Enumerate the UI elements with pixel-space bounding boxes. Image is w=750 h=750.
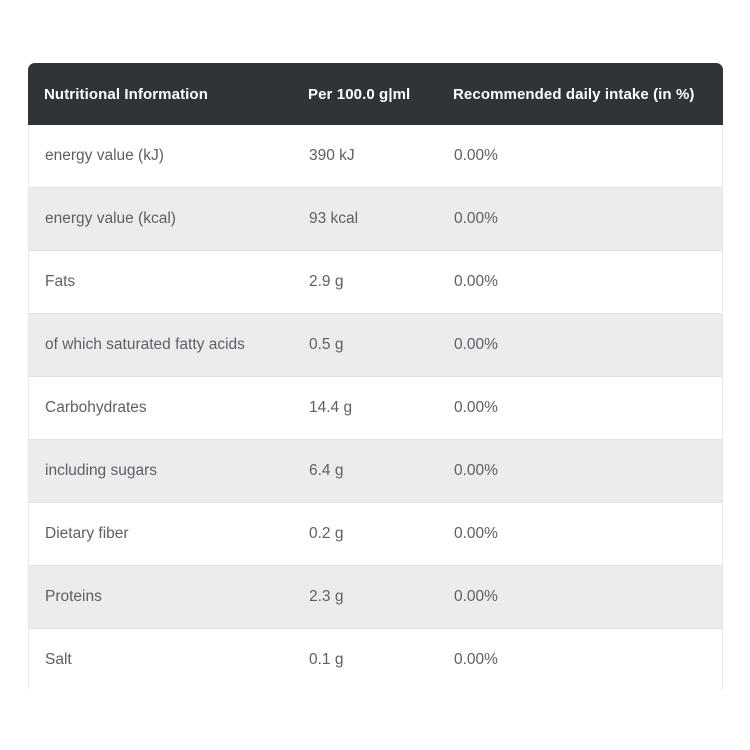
nutrient-name-cell: energy value (kJ) xyxy=(45,147,164,164)
daily-intake-cell: 0.00% xyxy=(454,273,498,290)
nutrient-name-cell: Dietary fiber xyxy=(45,525,129,542)
nutrient-name-cell: of which saturated fatty acids xyxy=(45,336,245,353)
nutrient-name-cell: Fats xyxy=(45,273,76,290)
table-row: Salt 0.1 g 0.00% xyxy=(28,629,723,690)
amount-cell: 93 kcal xyxy=(309,210,359,227)
daily-intake-cell: 0.00% xyxy=(454,336,498,353)
header-nutritional-information: Nutritional Information xyxy=(44,85,208,103)
table-row: Carbohydrates 14.4 g 0.00% xyxy=(28,377,723,440)
nutrient-name-cell: Proteins xyxy=(45,588,102,605)
table-row: Dietary fiber 0.2 g 0.00% xyxy=(28,503,723,566)
table-header-row: Nutritional Information Per 100.0 g|ml R… xyxy=(28,63,723,125)
daily-intake-cell: 0.00% xyxy=(454,525,498,542)
nutrient-name-cell: Salt xyxy=(45,651,72,668)
nutrient-name-cell: Carbohydrates xyxy=(45,399,147,416)
table-row: energy value (kcal) 93 kcal 0.00% xyxy=(28,188,723,251)
amount-cell: 6.4 g xyxy=(309,462,344,479)
amount-cell: 2.3 g xyxy=(309,588,344,605)
amount-cell: 0.1 g xyxy=(309,651,344,668)
nutrition-table: Nutritional Information Per 100.0 g|ml R… xyxy=(28,63,723,690)
nutrient-name-cell: including sugars xyxy=(45,462,158,479)
table-row: including sugars 6.4 g 0.00% xyxy=(28,440,723,503)
amount-cell: 14.4 g xyxy=(309,399,353,416)
daily-intake-cell: 0.00% xyxy=(454,462,498,479)
nutrient-name-cell: energy value (kcal) xyxy=(45,210,176,227)
table-row: Proteins 2.3 g 0.00% xyxy=(28,566,723,629)
table-row: of which saturated fatty acids 0.5 g 0.0… xyxy=(28,314,723,377)
table-row: Fats 2.9 g 0.00% xyxy=(28,251,723,314)
table-row: energy value (kJ) 390 kJ 0.00% xyxy=(28,125,723,188)
daily-intake-cell: 0.00% xyxy=(454,399,498,416)
header-recommended-daily-intake: Recommended daily intake (in %) xyxy=(453,85,695,103)
amount-cell: 0.5 g xyxy=(309,336,344,353)
amount-cell: 390 kJ xyxy=(309,147,355,164)
header-per-100g: Per 100.0 g|ml xyxy=(308,85,411,103)
daily-intake-cell: 0.00% xyxy=(454,651,498,668)
amount-cell: 2.9 g xyxy=(309,273,344,290)
daily-intake-cell: 0.00% xyxy=(454,588,498,605)
daily-intake-cell: 0.00% xyxy=(454,210,498,227)
daily-intake-cell: 0.00% xyxy=(454,147,498,164)
amount-cell: 0.2 g xyxy=(309,525,344,542)
